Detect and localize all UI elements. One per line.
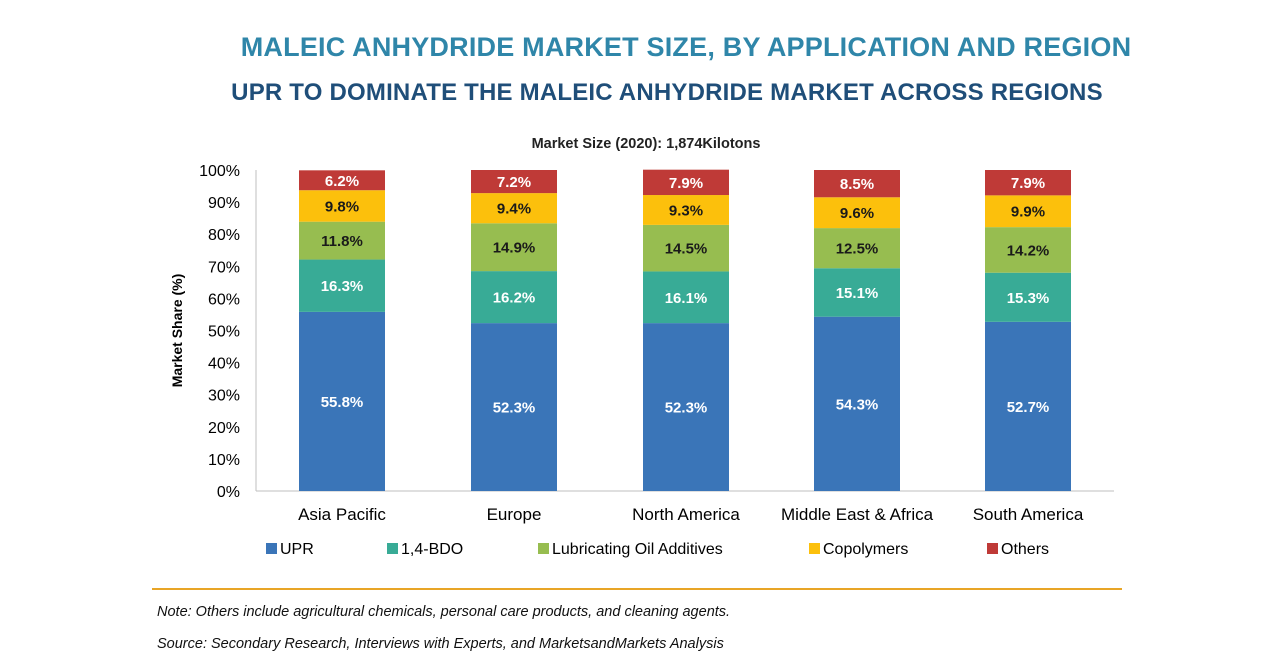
data-label: 7.9% [669,175,703,192]
legend-swatch [809,543,820,554]
bar-segment-lubricating-oil-additives [299,221,385,260]
footer-divider [152,588,1122,590]
bar-segment-1-4-bdo [643,271,729,324]
market-size-annotation: Market Size (2020): 1,874Kilotons [532,136,761,152]
x-tick-label: Europe [487,505,542,524]
bar-segment-lubricating-oil-additives [471,223,557,272]
y-tick-label: 30% [208,388,240,405]
data-label: 9.6% [840,205,874,222]
data-label: 6.2% [325,173,359,190]
bar-segment-copolymers [643,195,729,225]
bar-segment-lubricating-oil-additives [643,224,729,272]
bar-segment-lubricating-oil-additives [814,228,900,269]
bar-segment-1-4-bdo [299,259,385,312]
data-label: 52.3% [493,400,536,417]
bar-segment-others [299,170,385,191]
legend-label: Others [1001,541,1049,558]
bar-segment-upr [643,323,729,491]
bar-segment-lubricating-oil-additives [985,227,1071,273]
data-label: 9.9% [1011,204,1045,221]
bar-segment-others [471,170,557,194]
y-tick-label: 10% [208,452,240,469]
data-label: 55.8% [321,394,364,411]
bar-segment-1-4-bdo [471,271,557,324]
y-tick-label: 50% [208,324,240,341]
bar-segment-others [985,170,1071,196]
footer-note: Note: Others include agricultural chemic… [157,604,731,620]
y-tick-label: 20% [208,420,240,437]
bar-segment-others [643,169,729,196]
bar-segment-copolymers [814,197,900,229]
y-tick-label: 60% [208,291,240,308]
data-label: 54.3% [836,396,879,413]
legend-swatch [387,543,398,554]
bar-segment-copolymers [985,195,1071,228]
data-label: 16.3% [321,278,364,295]
legend-swatch [538,543,549,554]
data-label: 7.9% [1011,175,1045,192]
data-label: 14.2% [1007,242,1050,259]
chart-title: MALEIC ANHYDRIDE MARKET SIZE, BY APPLICA… [240,32,1132,62]
y-tick-label: 80% [208,227,240,244]
data-label: 9.4% [497,201,531,218]
bar-segment-1-4-bdo [985,272,1071,322]
data-label: 9.3% [669,202,703,219]
y-tick-label: 0% [217,484,240,501]
data-label: 14.5% [665,241,708,258]
bar-segment-upr [299,311,385,491]
y-tick-label: 100% [199,163,240,180]
x-tick-label: Asia Pacific [298,505,386,524]
legend-swatch [987,543,998,554]
legend-label: Lubricating Oil Additives [552,541,723,558]
legend-swatch [266,543,277,554]
data-label: 16.2% [493,290,536,307]
data-label: 7.2% [497,174,531,191]
data-label: 11.8% [321,233,363,250]
bar-segment-copolymers [471,193,557,224]
data-label: 52.3% [665,400,708,417]
x-tick-label: Middle East & Africa [781,505,934,524]
chart-subtitle: UPR TO DOMINATE THE MALEIC ANHYDRIDE MAR… [231,79,1103,106]
y-tick-label: 90% [208,195,240,212]
data-label: 15.3% [1007,290,1050,307]
data-label: 12.5% [836,241,879,258]
data-label: 8.5% [840,176,874,193]
data-label: 15.1% [836,285,879,302]
bar-segment-upr [814,316,900,491]
legend-label: 1,4-BDO [401,541,463,558]
bar-segment-upr [985,321,1071,491]
y-axis-label: Market Share (%) [169,274,185,388]
data-label: 9.8% [325,198,359,215]
y-tick-label: 40% [208,356,240,373]
legend-label: Copolymers [823,541,908,558]
y-tick-label: 70% [208,259,240,276]
legend-label: UPR [280,541,314,558]
bar-segment-1-4-bdo [814,268,900,317]
bar-segment-copolymers [299,190,385,222]
data-label: 14.9% [493,240,536,257]
x-tick-label: North America [632,505,740,524]
data-label: 52.7% [1007,399,1050,416]
bar-segment-upr [471,323,557,491]
x-tick-label: South America [973,505,1084,524]
data-label: 16.1% [665,290,708,307]
bar-segment-others [814,170,900,198]
footer-source: Source: Secondary Research, Interviews w… [157,636,724,652]
